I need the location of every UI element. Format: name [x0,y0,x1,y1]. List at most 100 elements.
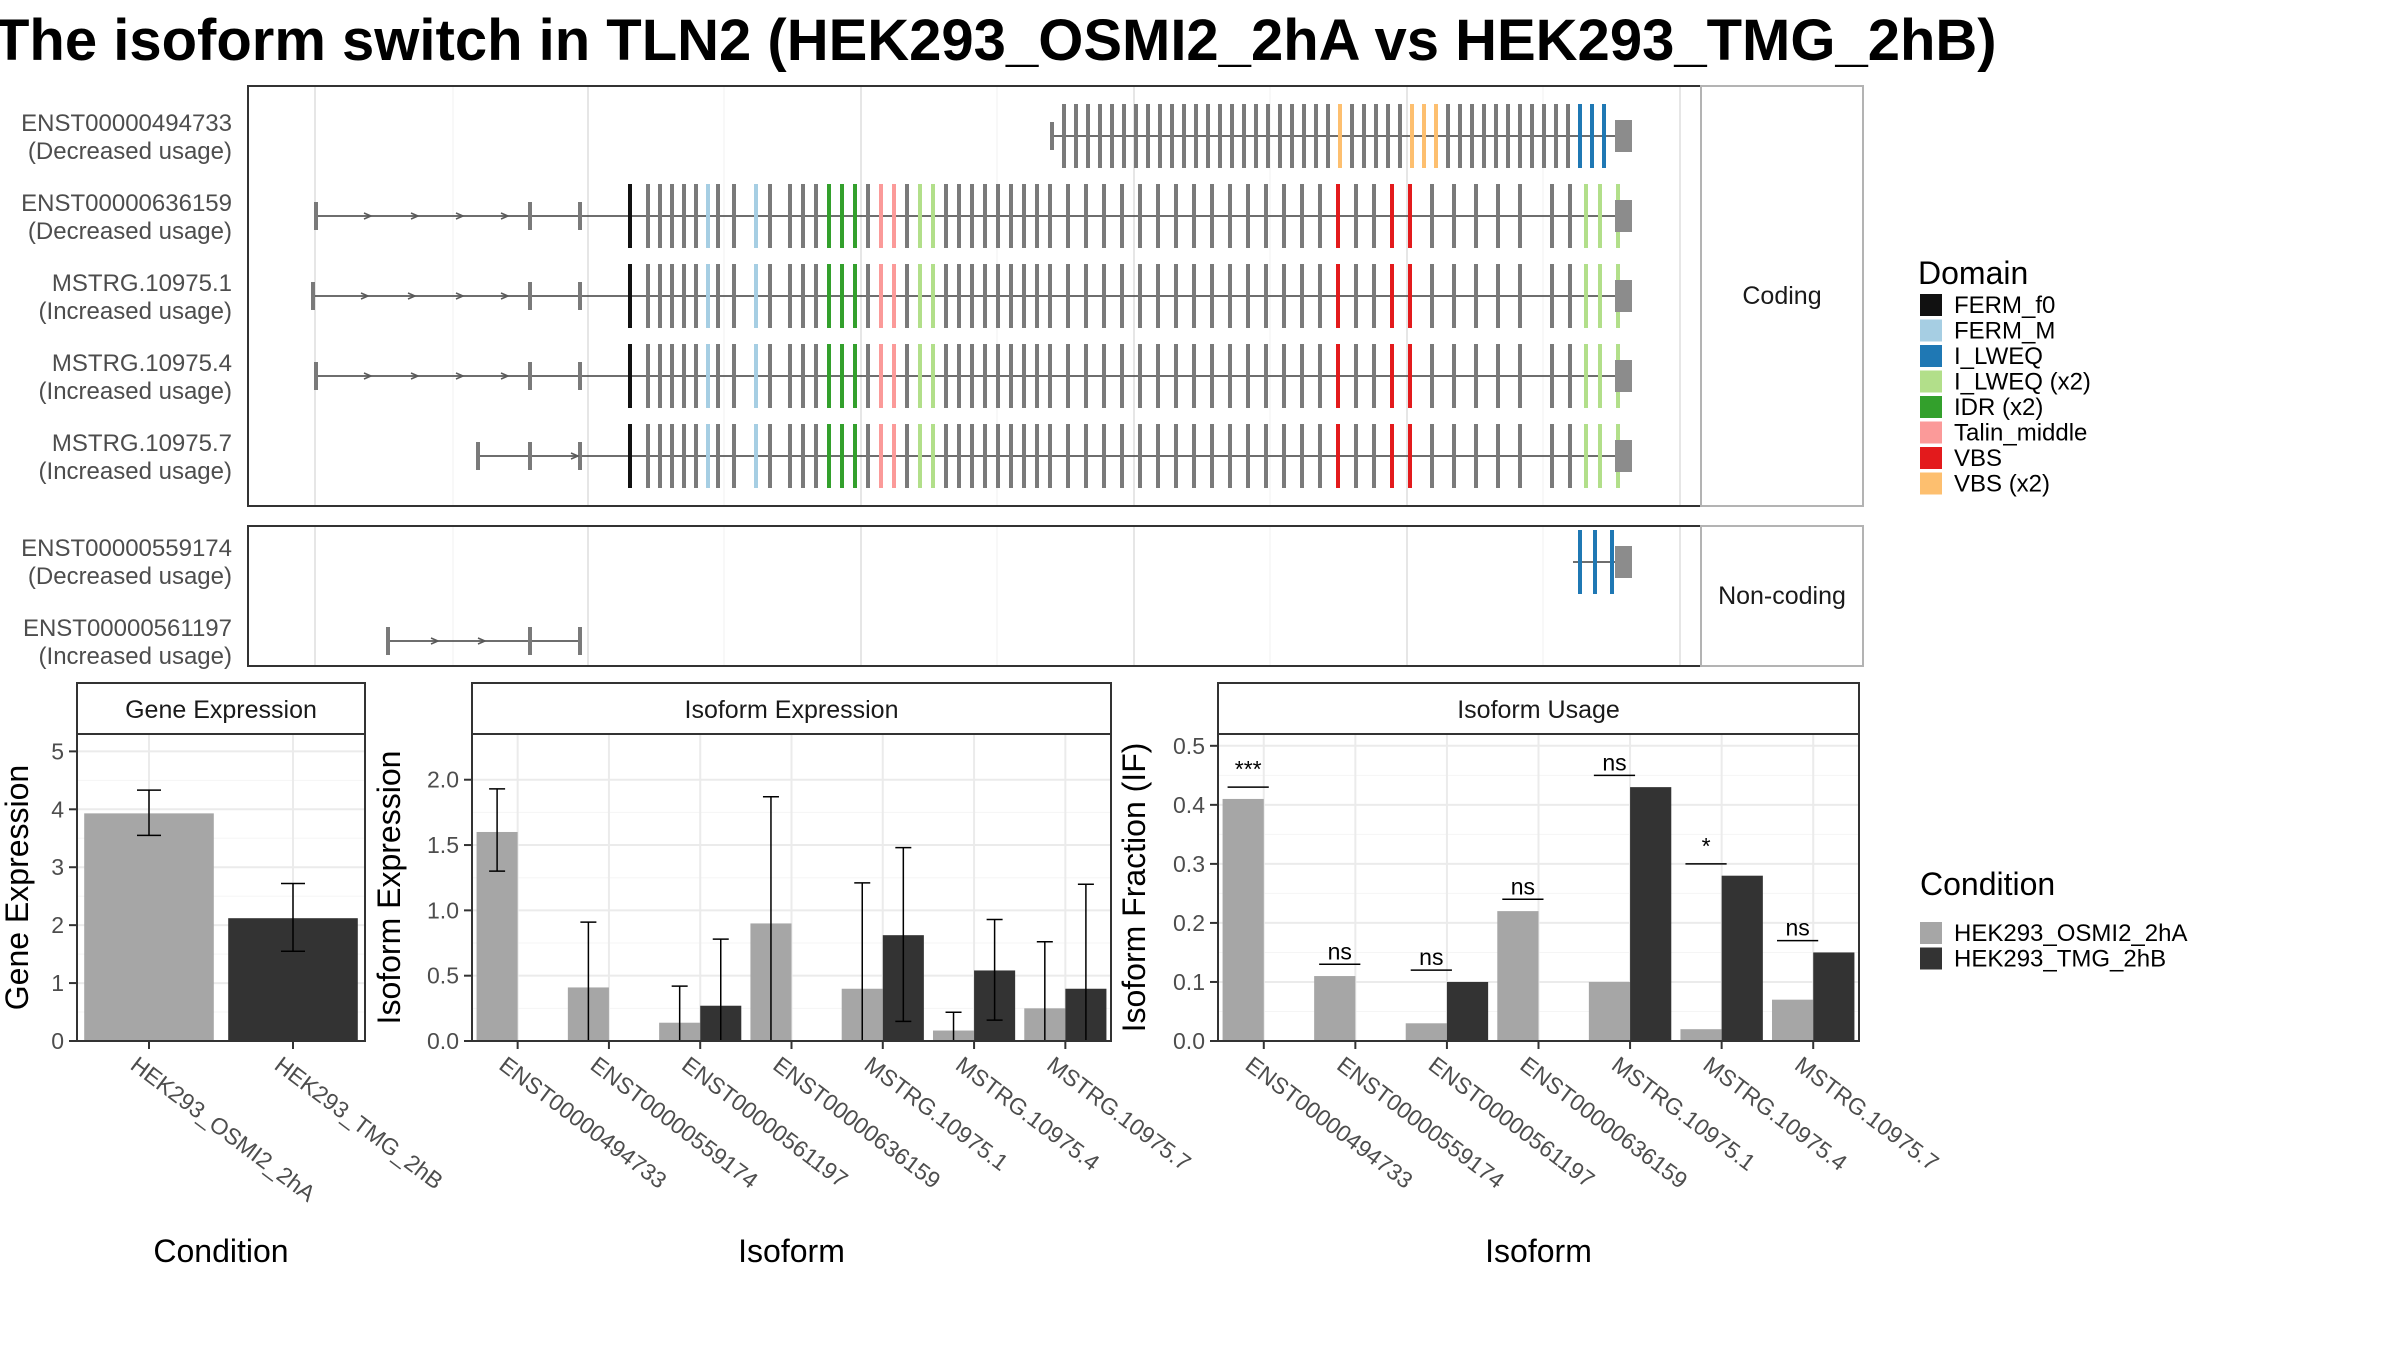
significance-label: ns [1419,944,1443,970]
coding-exon [1192,184,1196,248]
y-tick-label: 0 [51,1028,64,1054]
coding-exon [1496,264,1500,328]
bar [1222,798,1264,1041]
coding-exon [1228,344,1232,408]
coding-exon [706,344,710,408]
coding-exon [970,424,974,488]
coding-exon [694,184,698,248]
coding-exon [1194,104,1198,168]
transcript-usage: (Decreased usage) [28,138,232,165]
coding-exon [1518,424,1522,488]
coding-transcript-tracks [311,104,1632,488]
coding-exon [1590,104,1594,168]
coding-exon [853,264,857,328]
coding-exon [1598,184,1602,248]
coding-exon [732,344,736,408]
utr-tail [1615,280,1632,312]
coding-exon [931,424,935,488]
bar [1314,976,1356,1041]
coding-exon [801,344,805,408]
coding-exon [827,184,831,248]
coding-exon [983,424,987,488]
coding-exon [1138,344,1142,408]
coding-strip [1700,85,1864,507]
x-tick-label: ENST00000561197 [677,1051,853,1192]
coding-exon [1318,264,1322,328]
coding-exon [918,424,922,488]
coding-exon [1048,424,1052,488]
transcript-labels: ENST00000494733 (Decreased usage) ENST00… [21,110,232,670]
coding-exon [658,264,662,328]
coding-exon [1474,184,1478,248]
coding-exon [1598,344,1602,408]
coding-exon [1210,264,1214,328]
coding-exon [1158,104,1162,168]
coding-exon [801,184,805,248]
coding-exon [1452,184,1456,248]
condition-legend-key [1920,947,1942,970]
noncoding-exon [528,627,532,655]
coding-exon [1568,184,1572,248]
domain-legend-key [1920,472,1942,495]
coding-exon [1602,104,1606,168]
coding-exon [801,264,805,328]
coding-exon [1102,264,1106,328]
coding-exon [1598,264,1602,328]
condition-legend-key [1920,922,1942,944]
coding-exon [1338,104,1342,168]
coding-exon [732,424,736,488]
coding-exon [646,344,650,408]
utr-exon [528,282,532,310]
coding-exon [1048,184,1052,248]
coding-exon [840,424,844,488]
coding-exon [1228,264,1232,328]
y-tick-label: 1.0 [427,897,459,923]
coding-exon [957,264,961,328]
transcript-id: ENST00000494733 [21,110,232,137]
coding-exon [1430,184,1434,248]
domain-legend-key [1920,345,1942,367]
bar [1497,911,1539,1041]
bar [1405,1023,1447,1041]
coding-exon [658,424,662,488]
coding-exon [879,264,883,328]
coding-exon [788,184,792,248]
coding-exon [853,184,857,248]
coding-exon [970,344,974,408]
coding-exon [879,184,883,248]
significance-label: ns [1328,938,1352,964]
coding-exon [1156,424,1160,488]
y-tick-label: 2.0 [427,767,459,793]
noncoding-strip [1700,525,1864,667]
condition-legend-title: Condition [1920,866,2055,902]
coding-exon [768,264,772,328]
coding-exon [1182,104,1186,168]
noncoding-transcript-tracks [386,530,1632,655]
coding-exon [1022,424,1026,488]
bar [1588,981,1631,1041]
strand-arrow [455,212,465,220]
coding-exon [1210,344,1214,408]
coding-exon [1530,104,1534,168]
strand-arrow [455,372,465,380]
coding-exon [892,424,896,488]
transcript-usage: (Increased usage) [39,378,232,405]
coding-exon [788,424,792,488]
utr-exon [578,202,582,230]
coding-exon [1242,104,1246,168]
utr-exon [314,202,318,230]
coding-exon [1550,264,1554,328]
coding-exon [1496,184,1500,248]
coding-exon [1084,424,1088,488]
coding-exon [1074,104,1078,168]
coding-exon [1584,424,1588,488]
coding-exon [814,264,818,328]
coding-exon [1300,344,1304,408]
coding-exon [1518,184,1522,248]
coding-exon [1494,104,1498,168]
utr-exon [476,442,480,470]
coding-exon [1009,344,1013,408]
strand-arrow [455,292,465,300]
coding-exon [866,184,870,248]
coding-exon [1354,344,1358,408]
